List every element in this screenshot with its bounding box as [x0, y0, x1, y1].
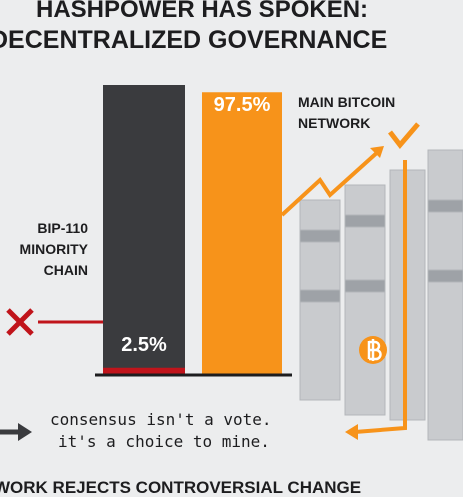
zigzag-arrow — [280, 148, 382, 217]
title: HASHPOWER HAS SPOKEN: — [36, 0, 369, 23]
category-label: BIP-110 MINORITY CHAIN — [19, 220, 88, 278]
footer: WORK REJECTS CONTROVERSIAL CHANGE — [0, 478, 362, 497]
server-racks — [299, 149, 463, 441]
value-label: 2.5% — [121, 333, 167, 356]
value-label: 97.5% — [213, 94, 271, 117]
arrow-head — [18, 423, 32, 441]
flow-arrow — [354, 160, 407, 434]
annotation: it's a choice to mine. — [58, 432, 270, 451]
minority-column — [103, 85, 185, 375]
bar — [103, 367, 185, 375]
check-mark — [388, 122, 420, 149]
arrow-head — [370, 146, 384, 158]
bitcoin-glyph — [367, 339, 382, 361]
subtitle: DECENTRALIZED GOVERNANCE — [0, 26, 388, 54]
bar — [202, 92, 282, 375]
annotation: consensus isn't a vote. — [50, 410, 272, 429]
arrow-head — [345, 424, 358, 440]
category-label: MAIN BITCOIN NETWORK — [298, 94, 396, 131]
red-x — [6, 308, 34, 336]
